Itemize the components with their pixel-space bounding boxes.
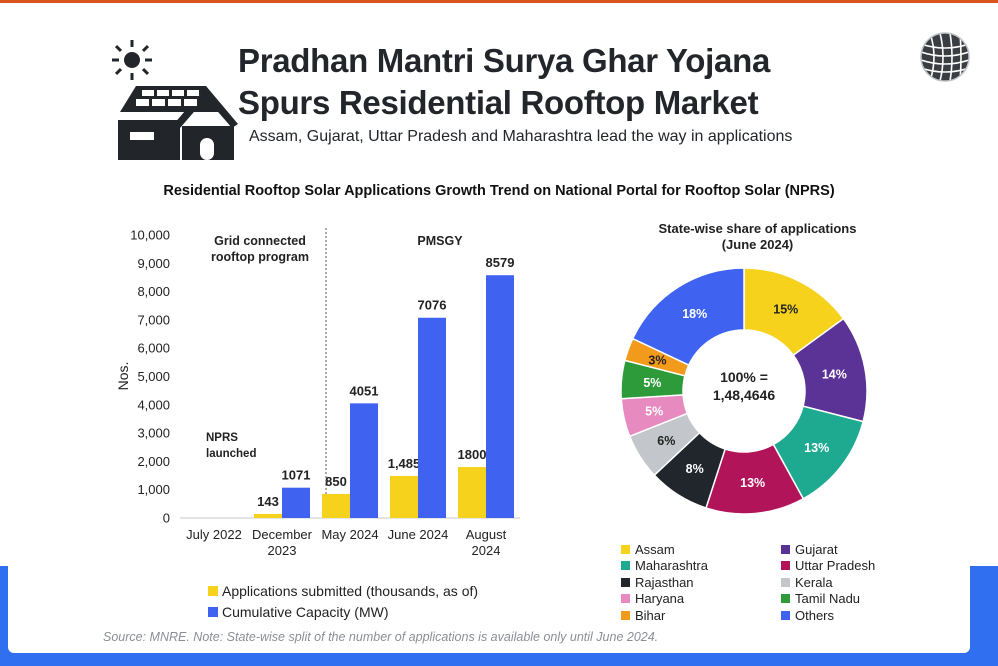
legend-item-kerala: Kerala xyxy=(781,574,911,591)
donut-legend: Assam Gujarat Maharashtra Uttar Pradesh Raja… xyxy=(621,541,911,624)
title-line-2: Spurs Residential Rooftop Market xyxy=(238,84,759,121)
legend-item-assam: Assam xyxy=(621,541,781,558)
legend-label-uttar-pradesh: Uttar Pradesh xyxy=(795,558,876,574)
legend-swatch-maharashtra xyxy=(621,561,630,571)
page-title: Pradhan Mantri Surya Ghar Yojana Spurs R… xyxy=(238,40,858,124)
legend-item-applications: Applications submitted (thousands, as of… xyxy=(208,580,478,601)
legend-item-bihar: Bihar xyxy=(621,607,781,624)
legend-item-others: Others xyxy=(781,607,911,624)
legend-label-tamil-nadu: Tamil Nadu xyxy=(795,591,861,607)
legend-item-gujarat: Gujarat xyxy=(781,541,911,558)
bar-chart-legend: Applications submitted (thousands, as of… xyxy=(208,580,478,622)
pie-chart-title: State-wise share of applications (June 2… xyxy=(610,221,905,253)
legend-item-tamil-nadu: Tamil Nadu xyxy=(781,591,911,608)
legend-item-rajasthan: Rajasthan xyxy=(621,574,781,591)
legend-swatch-uttar-pradesh xyxy=(781,561,790,571)
pie-title-line-2: (June 2024) xyxy=(721,237,794,252)
legend-label-haryana: Haryana xyxy=(635,591,685,607)
legend-swatch-blue xyxy=(208,606,218,617)
legend-swatch-bihar xyxy=(621,610,630,620)
legend-label-gujarat: Gujarat xyxy=(795,541,838,557)
legend-item-maharashtra: Maharashtra xyxy=(621,558,781,575)
legend-item-capacity: Cumulative Capacity (MW) xyxy=(208,601,478,622)
legend-label-maharashtra: Maharashtra xyxy=(635,558,708,574)
top-accent-line xyxy=(0,0,998,3)
legend-label-kerala: Kerala xyxy=(795,574,833,590)
legend-label-capacity: Cumulative Capacity (MW) xyxy=(222,603,389,620)
legend-label-bihar: Bihar xyxy=(635,607,666,623)
title-line-1: Pradhan Mantri Surya Ghar Yojana xyxy=(238,42,770,79)
legend-swatch-gujarat xyxy=(781,544,790,554)
legend-swatch-yellow xyxy=(208,585,218,596)
legend-swatch-tamil-nadu xyxy=(781,594,790,604)
page-subtitle: Assam, Gujarat, Uttar Pradesh and Mahara… xyxy=(249,128,793,145)
legend-item-haryana: Haryana xyxy=(621,591,781,608)
pie-title-line-1: State-wise share of applications xyxy=(658,221,857,236)
solar-house-icon xyxy=(112,40,238,160)
legend-swatch-rajasthan xyxy=(621,577,630,587)
legend-label-assam: Assam xyxy=(635,541,675,557)
sun-icon xyxy=(112,40,152,80)
legend-swatch-kerala xyxy=(781,577,790,587)
legend-label-others: Others xyxy=(795,607,835,623)
legend-label-rajasthan: Rajasthan xyxy=(635,574,694,590)
legend-swatch-others xyxy=(781,610,790,620)
chart-title: Residential Rooftop Solar Applications G… xyxy=(163,183,835,199)
legend-label-applications: Applications submitted (thousands, as of… xyxy=(222,582,479,599)
legend-item-uttar-pradesh: Uttar Pradesh xyxy=(781,558,911,575)
globe-icon xyxy=(920,32,970,82)
source-note: Source: MNRE. Note: State-wise split of … xyxy=(103,630,659,644)
legend-swatch-haryana xyxy=(621,594,630,604)
legend-swatch-assam xyxy=(621,544,630,554)
